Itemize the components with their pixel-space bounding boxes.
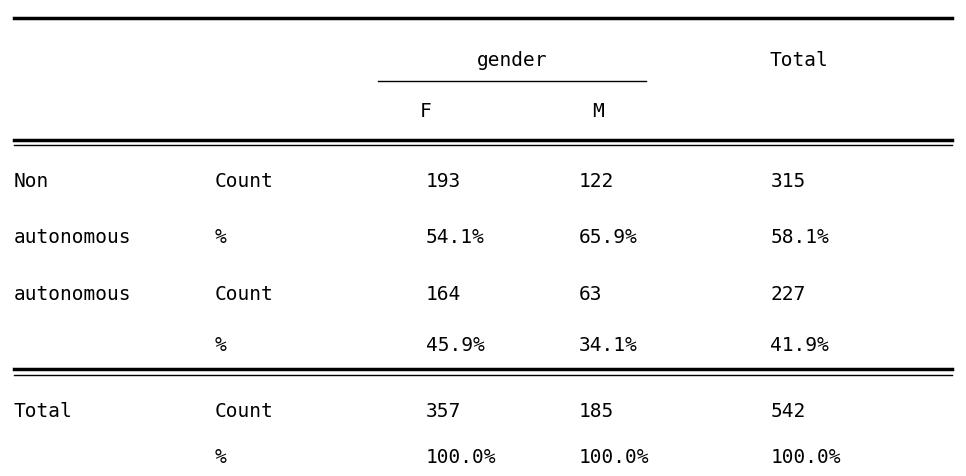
Text: 542: 542 [770,402,806,420]
Text: F: F [419,102,432,121]
Text: 41.9%: 41.9% [770,336,829,355]
Text: autonomous: autonomous [14,228,131,248]
Text: %: % [214,448,227,467]
Text: 193: 193 [426,172,461,191]
Text: 185: 185 [579,402,614,420]
Text: M: M [592,102,604,121]
Text: Count: Count [214,402,273,420]
Text: Total: Total [770,51,829,70]
Text: 315: 315 [770,172,806,191]
Text: 357: 357 [426,402,461,420]
Text: autonomous: autonomous [14,285,131,304]
Text: Count: Count [214,172,273,191]
Text: 65.9%: 65.9% [579,228,638,248]
Text: 227: 227 [770,285,806,304]
Text: 34.1%: 34.1% [579,336,638,355]
Text: 54.1%: 54.1% [426,228,484,248]
Text: 164: 164 [426,285,461,304]
Text: Non: Non [14,172,49,191]
Text: 63: 63 [579,285,602,304]
Text: %: % [214,228,227,248]
Text: Total: Total [14,402,72,420]
Text: gender: gender [476,51,547,70]
Text: 45.9%: 45.9% [426,336,484,355]
Text: Count: Count [214,285,273,304]
Text: %: % [214,336,227,355]
Text: 100.0%: 100.0% [579,448,649,467]
Text: 100.0%: 100.0% [426,448,496,467]
Text: 58.1%: 58.1% [770,228,829,248]
Text: 122: 122 [579,172,614,191]
Text: 100.0%: 100.0% [770,448,840,467]
